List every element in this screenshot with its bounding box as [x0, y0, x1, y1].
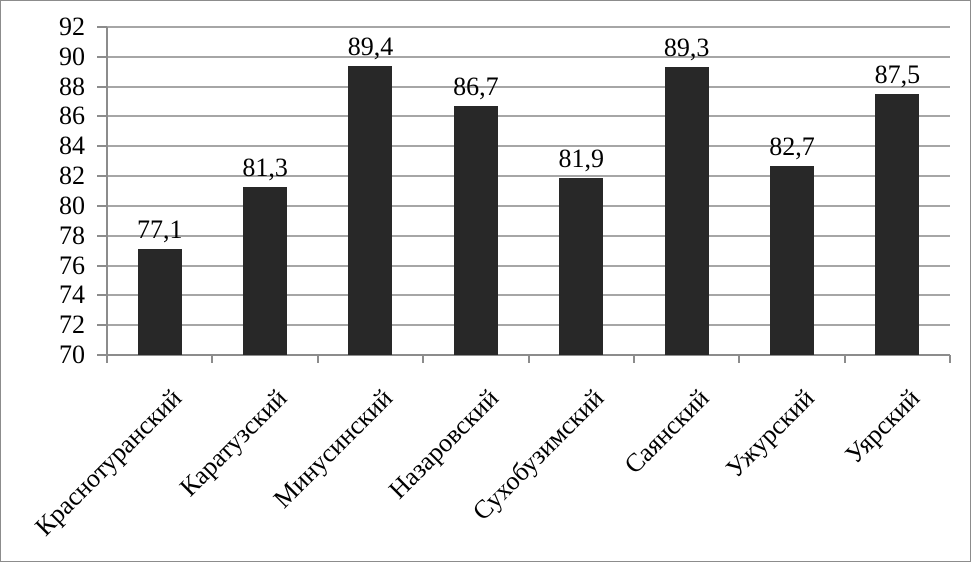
- y-gridline: [107, 145, 950, 148]
- y-tick-label: 84: [59, 131, 85, 161]
- bar-value-label: 89,3: [663, 33, 710, 63]
- y-tick-label: 90: [59, 41, 85, 71]
- x-category-label: Уярский: [839, 383, 926, 470]
- y-gridline: [107, 175, 950, 178]
- y-tick-label: 76: [59, 250, 85, 280]
- x-category-label: Ужурский: [719, 383, 820, 484]
- y-gridline: [107, 115, 950, 118]
- bar: [243, 186, 288, 355]
- y-gridline: [107, 55, 950, 58]
- y-tick-label: 78: [59, 220, 85, 250]
- x-axis-tick: [738, 355, 741, 363]
- y-tick-label: 80: [59, 190, 85, 220]
- y-tick-label: 72: [59, 310, 85, 340]
- y-axis-tick: [97, 145, 107, 148]
- x-axis-tick: [632, 355, 635, 363]
- y-gridline: [107, 324, 950, 327]
- x-axis-tick: [527, 355, 530, 363]
- y-gridline: [107, 85, 950, 88]
- bar: [137, 249, 182, 355]
- bar-value-label: 87,5: [874, 60, 921, 90]
- bar-value-label: 77,1: [136, 215, 183, 245]
- x-axis-line: [97, 354, 950, 356]
- y-axis-tick: [97, 264, 107, 267]
- y-axis-tick: [97, 115, 107, 118]
- x-axis-tick: [843, 355, 846, 363]
- x-axis-tick: [106, 355, 108, 363]
- bar-value-label: 89,4: [347, 31, 394, 61]
- bar-value-label: 81,3: [242, 152, 288, 182]
- bar: [664, 67, 709, 355]
- y-axis-tick: [97, 324, 107, 327]
- y-gridline: [107, 264, 950, 267]
- y-axis-tick: [97, 55, 107, 58]
- x-category-label: Саянский: [618, 383, 715, 480]
- y-gridline: [107, 204, 950, 207]
- y-tick-label: 88: [59, 71, 85, 101]
- bar-value-label: 86,7: [453, 72, 499, 102]
- y-gridline: [107, 294, 950, 297]
- y-tick-label: 82: [59, 161, 85, 191]
- y-gridline: [107, 234, 950, 237]
- y-axis-tick: [97, 234, 107, 237]
- bar: [559, 177, 604, 355]
- bar-value-label: 81,9: [558, 143, 604, 173]
- y-tick-label: 92: [59, 12, 85, 41]
- x-axis-tick: [316, 355, 319, 363]
- x-axis-tick: [211, 355, 214, 363]
- bar: [348, 65, 393, 355]
- y-gridline: [107, 26, 950, 28]
- y-axis-tick: [97, 175, 107, 178]
- y-axis-tick: [97, 294, 107, 297]
- y-axis-tick: [97, 85, 107, 88]
- bar-value-label: 82,7: [769, 131, 815, 161]
- y-tick-label: 70: [59, 340, 85, 369]
- y-axis-tick: [97, 26, 107, 28]
- y-axis-tick: [97, 204, 107, 207]
- y-axis-line: [106, 27, 108, 363]
- x-axis-tick: [949, 355, 951, 363]
- y-tick-label: 74: [59, 280, 85, 310]
- y-tick-label: 86: [59, 101, 85, 131]
- x-axis-tick: [422, 355, 425, 363]
- x-category-label: Краснотуранский: [29, 383, 188, 542]
- bar: [875, 94, 920, 355]
- bar: [453, 106, 498, 355]
- bar: [769, 165, 814, 355]
